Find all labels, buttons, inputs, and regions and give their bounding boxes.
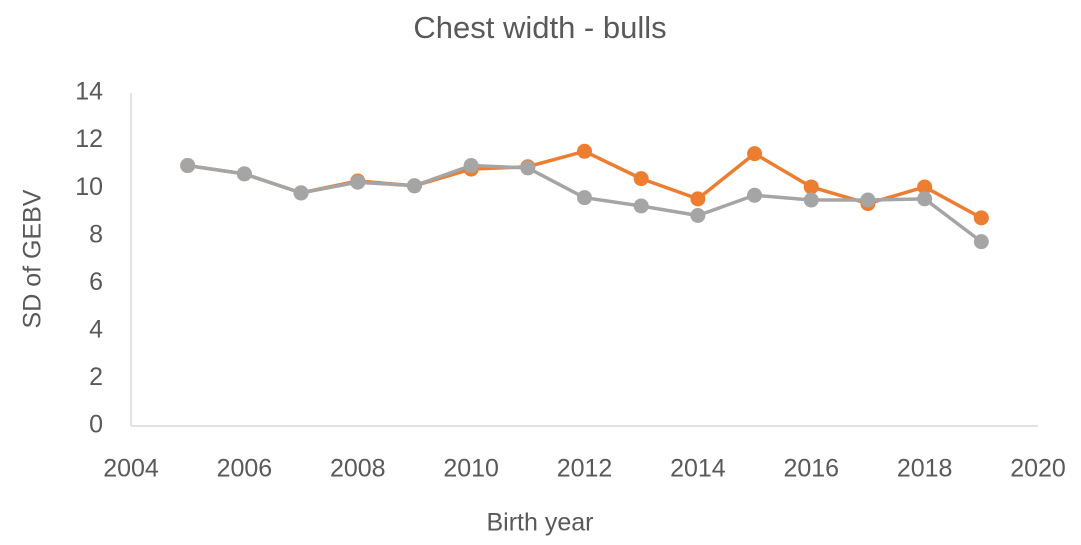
y-tick-label: 8: [89, 220, 103, 248]
x-tick-label: 2010: [443, 455, 499, 483]
data-point: [747, 146, 763, 162]
data-point: [803, 179, 819, 195]
data-point: [973, 210, 989, 226]
data-point: [236, 166, 252, 182]
data-point: [917, 191, 933, 207]
data-point: [406, 178, 422, 194]
y-tick-label: 2: [89, 363, 103, 391]
data-point: [860, 192, 876, 208]
data-point: [293, 185, 309, 201]
y-tick-label: 10: [75, 173, 103, 201]
y-tick-label: 4: [89, 315, 103, 343]
data-point: [633, 171, 649, 187]
x-tick-label: 2008: [330, 455, 386, 483]
data-point: [520, 160, 536, 176]
x-tick-label: 2018: [897, 455, 953, 483]
y-tick-label: 12: [75, 125, 103, 153]
data-point: [350, 174, 366, 190]
x-tick-label: 2006: [217, 455, 273, 483]
x-axis-label: Birth year: [487, 509, 594, 537]
x-tick-label: 2020: [1010, 455, 1066, 483]
x-tick-label: 2012: [557, 455, 613, 483]
data-point: [180, 158, 196, 174]
data-point: [463, 158, 479, 174]
x-tick-label: 2016: [783, 455, 839, 483]
x-tick-label: 2014: [670, 455, 726, 483]
data-point: [577, 190, 592, 206]
y-tick-label: 0: [89, 411, 103, 439]
data-point: [577, 143, 592, 159]
data-point: [973, 234, 989, 250]
chart-title: Chest width - bulls: [413, 10, 666, 45]
data-point: [633, 198, 649, 214]
y-tick-label: 6: [89, 268, 103, 296]
data-point: [747, 187, 763, 203]
data-point: [917, 179, 933, 195]
y-axis-label: SD of GEBV: [19, 189, 47, 328]
data-point: [690, 207, 706, 223]
data-point: [803, 192, 819, 208]
data-point: [690, 191, 706, 207]
y-tick-label: 14: [75, 78, 103, 106]
x-tick-label: 2004: [103, 455, 159, 483]
